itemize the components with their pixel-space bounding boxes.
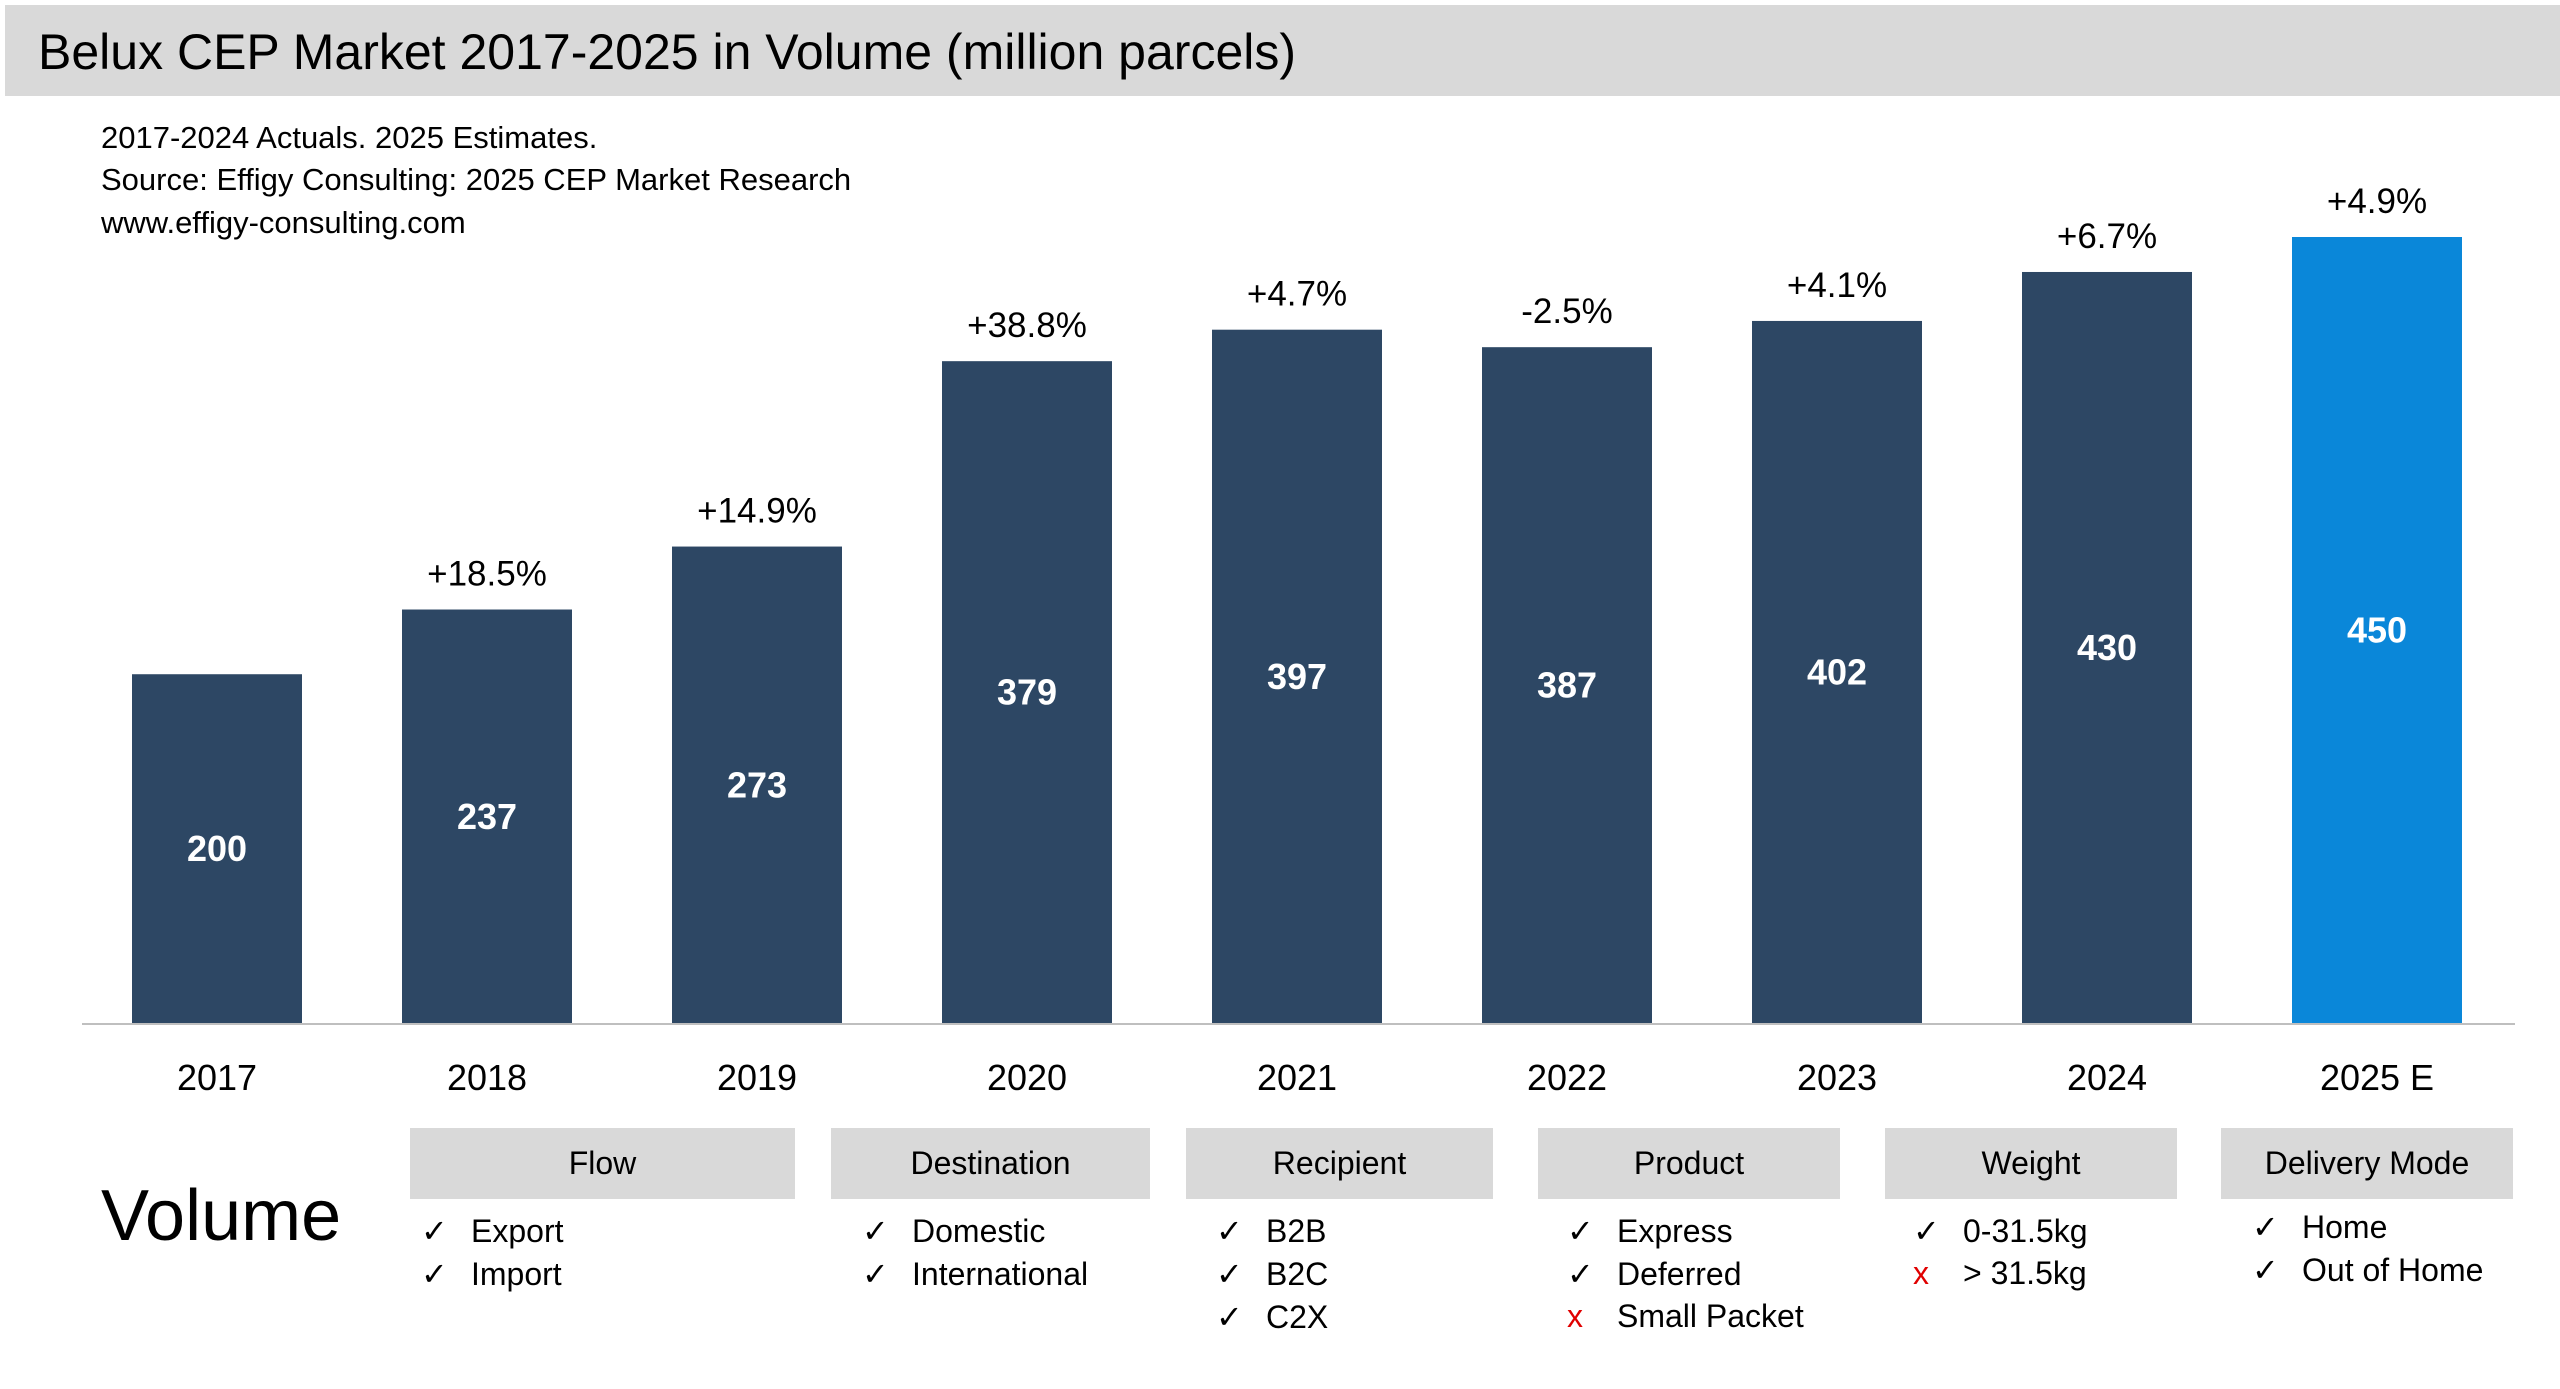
check-icon: ✓ — [1913, 1213, 1940, 1249]
item-label: B2B — [1266, 1213, 1327, 1249]
item-label: Small Packet — [1617, 1298, 1804, 1334]
check-icon: ✓ — [862, 1256, 889, 1292]
growth-label: +18.5% — [427, 555, 547, 594]
category-item: ✓ Out of Home — [2252, 1251, 2483, 1289]
growth-label: +4.9% — [2327, 182, 2427, 221]
bar-2023 — [1752, 320, 1922, 1024]
item-label: B2C — [1266, 1256, 1329, 1292]
bar-2025-E — [2292, 237, 2462, 1024]
cross-icon: x — [1913, 1255, 1929, 1291]
note-actuals: 2017-2024 Actuals. 2025 Estimates. — [101, 120, 598, 155]
check-icon: ✓ — [1567, 1213, 1594, 1249]
category-item: ✓ Domestic — [862, 1212, 1045, 1250]
item-label: Out of Home — [2302, 1252, 2484, 1288]
check-icon: ✓ — [2252, 1252, 2279, 1288]
category-item: x > 31.5kg — [1913, 1255, 2087, 1292]
growth-label: +4.1% — [1787, 266, 1887, 305]
bar-2022 — [1482, 347, 1652, 1024]
item-label: Deferred — [1617, 1256, 1742, 1292]
category-item: ✓ B2B — [1216, 1212, 1326, 1250]
x-tick-label: 2020 — [987, 1057, 1067, 1098]
bar-2020 — [942, 361, 1112, 1024]
check-icon: ✓ — [1567, 1256, 1594, 1292]
value-label: 237 — [457, 796, 517, 837]
item-label: Home — [2302, 1209, 2388, 1245]
growth-label: -2.5% — [1521, 292, 1612, 331]
check-icon: ✓ — [1216, 1213, 1243, 1249]
value-label: 402 — [1807, 651, 1867, 692]
value-label: 387 — [1537, 665, 1597, 706]
check-icon: ✓ — [2252, 1209, 2279, 1245]
item-label: International — [912, 1256, 1089, 1292]
value-label: 450 — [2347, 610, 2407, 651]
growth-label: +4.7% — [1247, 275, 1347, 314]
item-label: > 31.5kg — [1963, 1255, 2087, 1291]
item-label: C2X — [1266, 1299, 1329, 1335]
note-website: www.effigy-consulting.com — [101, 205, 466, 240]
bar-2018 — [402, 609, 572, 1024]
category-item: x Small Packet — [1567, 1298, 1804, 1335]
check-icon: ✓ — [862, 1213, 889, 1249]
value-label: 430 — [2077, 627, 2137, 668]
category-item: ✓ Deferred — [1567, 1255, 1742, 1293]
category-item: ✓ Express — [1567, 1212, 1733, 1250]
growth-label: +14.9% — [697, 492, 817, 531]
item-label: Express — [1617, 1213, 1733, 1249]
bar-2021 — [1212, 329, 1382, 1024]
category-header-weight: Weight — [1885, 1128, 2177, 1199]
x-tick-label: 2024 — [2067, 1057, 2147, 1098]
item-label: Domestic — [912, 1213, 1046, 1249]
x-tick-label: 2021 — [1257, 1057, 1337, 1098]
growth-label: +38.8% — [967, 306, 1087, 345]
category-item: ✓ B2C — [1216, 1255, 1328, 1293]
value-label: 379 — [997, 672, 1057, 713]
cross-icon: x — [1567, 1298, 1583, 1334]
category-item: ✓ Import — [421, 1255, 562, 1293]
check-icon: ✓ — [421, 1213, 448, 1249]
category-header-recipient: Recipient — [1186, 1128, 1493, 1199]
category-item: ✓ Home — [2252, 1208, 2387, 1246]
category-header-destination: Destination — [831, 1128, 1150, 1199]
category-item: ✓ International — [862, 1255, 1088, 1293]
x-tick-label: 2019 — [717, 1057, 797, 1098]
category-header-delivery-mode: Delivery Mode — [2221, 1128, 2513, 1199]
x-tick-label: 2017 — [177, 1057, 257, 1098]
category-header-flow: Flow — [410, 1128, 795, 1199]
value-label: 200 — [187, 828, 247, 869]
bar-2017 — [132, 674, 302, 1024]
bar-chart: 200 2017 237 +18.5% 2018 273 +14.9% 2019 379 +38.… — [82, 182, 2515, 1098]
category-item: ✓ C2X — [1216, 1298, 1328, 1336]
item-label: Import — [471, 1256, 562, 1292]
category-header-product: Product — [1538, 1128, 1840, 1199]
x-tick-label: 2025 E — [2320, 1057, 2434, 1098]
item-label: Export — [471, 1213, 564, 1249]
category-item: ✓ 0-31.5kg — [1913, 1212, 2088, 1250]
x-tick-label: 2018 — [447, 1057, 527, 1098]
item-label: 0-31.5kg — [1963, 1213, 2088, 1249]
value-label: 273 — [727, 764, 787, 805]
x-tick-label: 2023 — [1797, 1057, 1877, 1098]
check-icon: ✓ — [421, 1256, 448, 1292]
growth-label: +6.7% — [2057, 217, 2157, 256]
x-tick-label: 2022 — [1527, 1057, 1607, 1098]
note-source: Source: Effigy Consulting: 2025 CEP Mark… — [101, 162, 852, 197]
check-icon: ✓ — [1216, 1299, 1243, 1335]
chart-title: Belux CEP Market 2017-2025 in Volume (mi… — [38, 24, 1297, 80]
bar-2019 — [672, 546, 842, 1024]
check-icon: ✓ — [1216, 1256, 1243, 1292]
value-label: 397 — [1267, 656, 1327, 697]
category-item: ✓ Export — [421, 1212, 563, 1250]
volume-label: Volume — [101, 1176, 342, 1256]
title-bar: Belux CEP Market 2017-2025 in Volume (mi… — [5, 5, 2560, 96]
bar-2024 — [2022, 271, 2192, 1024]
